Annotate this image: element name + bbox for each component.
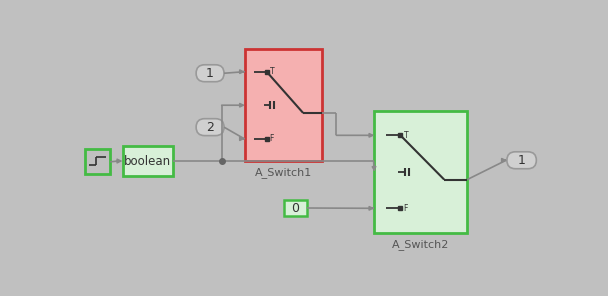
Bar — [375, 111, 468, 233]
Bar — [284, 200, 307, 216]
Text: 0: 0 — [291, 202, 299, 215]
Text: A_Switch2: A_Switch2 — [392, 239, 449, 250]
Text: boolean: boolean — [124, 155, 171, 168]
Bar — [122, 146, 173, 176]
Bar — [245, 49, 322, 161]
Text: 1: 1 — [206, 67, 214, 80]
FancyBboxPatch shape — [507, 152, 536, 169]
Bar — [85, 149, 110, 174]
FancyBboxPatch shape — [196, 119, 224, 136]
Text: T: T — [270, 67, 274, 76]
FancyBboxPatch shape — [196, 65, 224, 82]
Text: F: F — [270, 134, 274, 143]
Text: 1: 1 — [517, 154, 525, 167]
Text: T: T — [404, 131, 408, 140]
Text: 2: 2 — [206, 121, 214, 134]
Text: F: F — [404, 204, 408, 213]
Text: A_Switch1: A_Switch1 — [255, 167, 313, 178]
